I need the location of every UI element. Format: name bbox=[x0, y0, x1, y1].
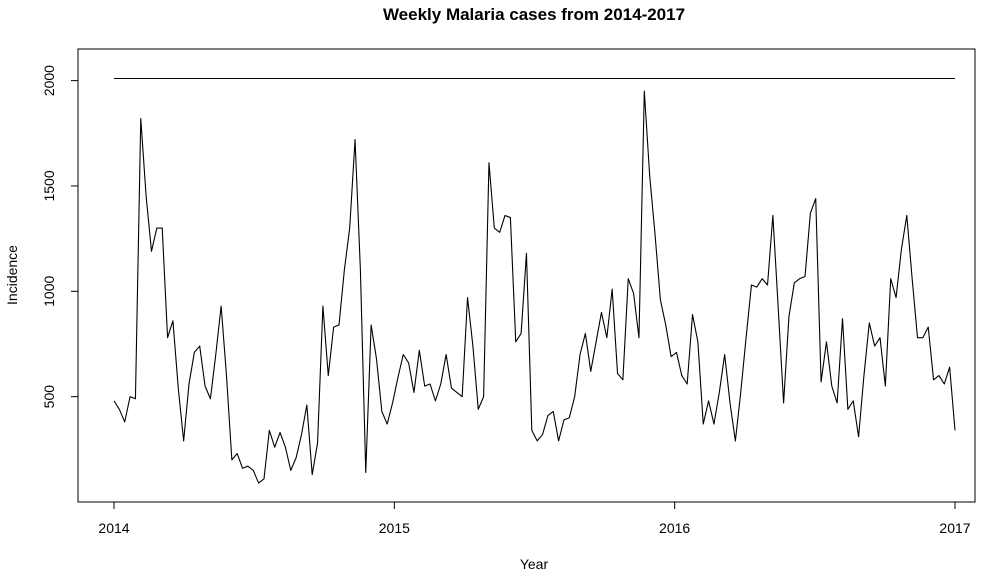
plot-frame bbox=[77, 48, 976, 503]
y-tick-label: 2000 bbox=[41, 65, 57, 96]
y-tick-label: 1000 bbox=[41, 276, 57, 307]
y-tick-label: 500 bbox=[41, 385, 57, 409]
x-axis: 2014 2015 2016 2017 bbox=[98, 502, 971, 536]
chart-title: Weekly Malaria cases from 2014-2017 bbox=[383, 5, 685, 24]
y-axis-label: Incidence bbox=[4, 245, 20, 305]
x-tick-label: 2017 bbox=[939, 520, 970, 536]
x-tick-label: 2016 bbox=[659, 520, 690, 536]
x-axis-label: Year bbox=[520, 556, 549, 572]
series-line-weekly-cases bbox=[113, 90, 956, 484]
y-tick-label: 1500 bbox=[41, 170, 57, 201]
y-axis: 500 1000 1500 2000 bbox=[41, 65, 78, 409]
series-layer bbox=[113, 77, 956, 484]
x-tick-label: 2015 bbox=[379, 520, 410, 536]
x-tick-label: 2014 bbox=[98, 520, 129, 536]
